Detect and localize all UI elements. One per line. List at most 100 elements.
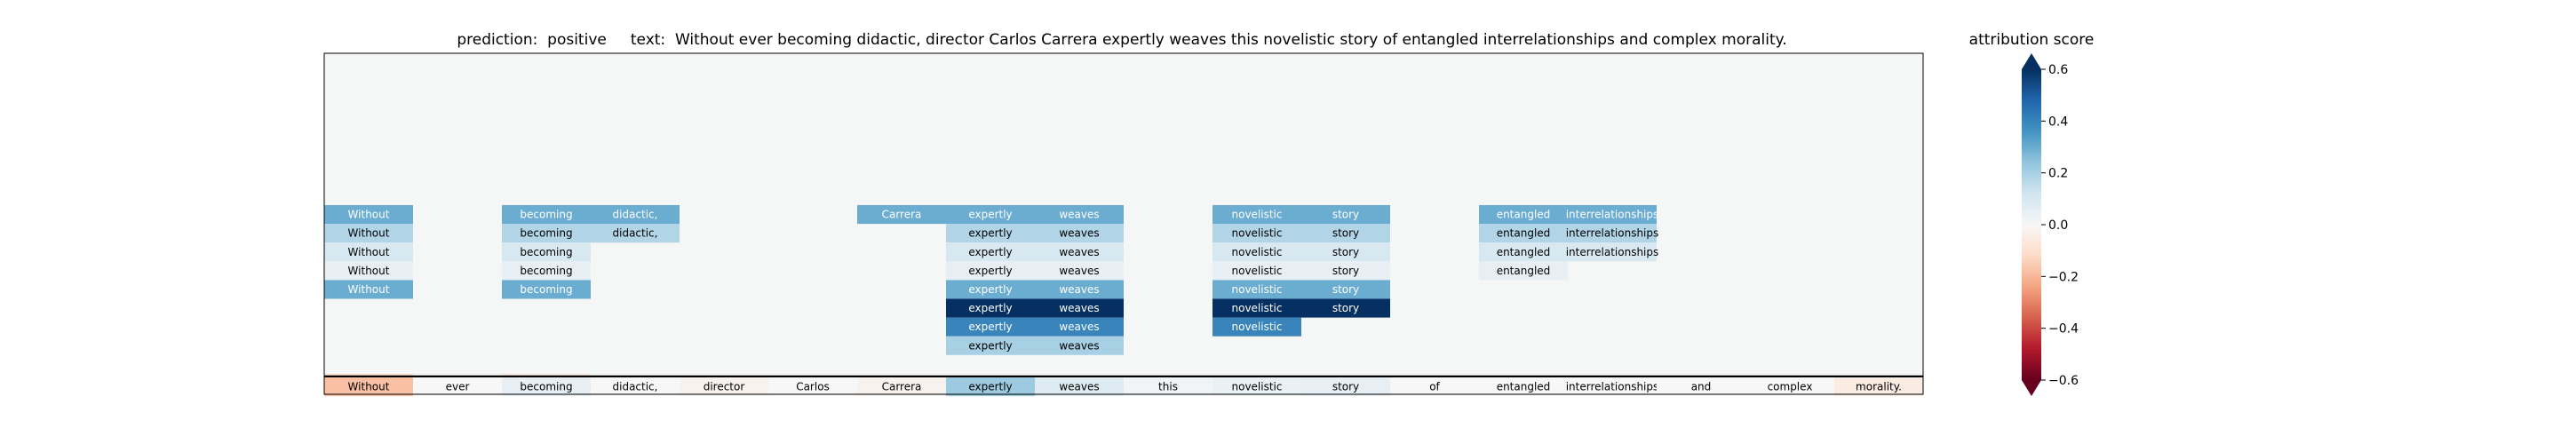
attribution-row-2-cell (1568, 242, 1657, 262)
attribution-row-0-label: Carrera (882, 209, 922, 221)
attribution-row-5-cell (1301, 298, 1390, 318)
colorbar-segment (2022, 377, 2041, 381)
colorbar-segment (2022, 102, 2041, 107)
colorbar-segment (2022, 318, 2041, 321)
attribution-row-1-label: didactic, (613, 227, 658, 240)
attribution-row-2-cell (1212, 242, 1301, 262)
colorbar-segment (2022, 110, 2041, 115)
attribution-row-1-cell (1301, 224, 1390, 243)
colorbar-segment (2022, 248, 2041, 251)
colorbar-tick-label: 0.4 (2048, 115, 2068, 129)
attribution-row-6-label: weaves (1059, 321, 1099, 333)
attribution-row-3-label: expertly (968, 265, 1012, 277)
attribution-row-5-label: expertly (968, 302, 1012, 314)
colorbar-extend-min (2022, 380, 2041, 396)
colorbar-segment (2022, 217, 2041, 220)
input-token-cell (413, 377, 502, 397)
colorbar-segment (2022, 279, 2041, 282)
attribution-row-7-label: expertly (968, 339, 1012, 352)
colorbar-segment (2022, 133, 2041, 138)
colorbar-segment (2022, 219, 2041, 223)
attribution-row-0-label: entangled (1497, 209, 1551, 221)
colorbar-segment (2022, 98, 2041, 101)
colorbar-segment (2022, 281, 2041, 285)
attribution-row-1-cell (1035, 224, 1124, 243)
input-token-label: of (1429, 381, 1440, 393)
attribution-row-0-cell (1301, 205, 1390, 225)
attribution-row-0-cell (1035, 205, 1124, 225)
colorbar-segment (2022, 155, 2041, 158)
colorbar-segment (2022, 69, 2041, 73)
attribution-row-0-cell (502, 205, 591, 225)
colorbar-segment (2022, 167, 2041, 171)
attribution-row-6-label: expertly (968, 321, 1012, 333)
attribution-row-2-cell (1301, 242, 1390, 262)
colorbar-segment (2022, 268, 2041, 273)
input-token-label: complex (1768, 381, 1813, 393)
attribution-row-0-cell (857, 205, 946, 225)
colorbar-segment (2022, 351, 2041, 355)
attribution-row-1-cell (1479, 224, 1568, 243)
colorbar-segment (2022, 79, 2041, 83)
attribution-row-0-cell (1568, 205, 1657, 225)
colorbar-segment (2022, 82, 2041, 86)
colorbar-segment (2022, 157, 2041, 161)
colorbar-segment (2022, 118, 2041, 122)
attribution-row-6-cell (1035, 317, 1124, 337)
colorbar-segment (2022, 163, 2041, 166)
attribution-row-4-cell (946, 280, 1035, 299)
attribution-row-2-label: interrelationships (1566, 246, 1659, 258)
attribution-row-1-label: becoming (520, 227, 572, 240)
colorbar-segment (2022, 84, 2041, 89)
colorbar-label: attribution score (1969, 31, 2095, 49)
input-token-cell (1390, 377, 1479, 397)
attribution-row-3-cell (502, 261, 591, 281)
attribution-row-6-label: novelistic (1232, 321, 1283, 333)
colorbar-segment (2022, 237, 2041, 242)
colorbar-segment (2022, 206, 2041, 210)
colorbar-segment (2022, 367, 2041, 370)
input-token-label: entangled (1497, 381, 1551, 393)
input-token-label: and (1691, 381, 1712, 393)
colorbar-segment (2022, 147, 2041, 151)
attribution-row-3-cell (1479, 261, 1568, 281)
input-token-label: Carlos (796, 381, 830, 393)
colorbar-segment (2022, 201, 2041, 205)
colorbar-segment (2022, 188, 2041, 192)
colorbar-segment (2022, 105, 2041, 109)
input-token-cell (1124, 377, 1212, 397)
colorbar-segment (2022, 375, 2041, 378)
colorbar-segment (2022, 284, 2041, 288)
attribution-row-1-label: weaves (1059, 227, 1099, 240)
input-token-cell (324, 377, 413, 397)
attribution-row-1-label: expertly (968, 227, 1012, 240)
colorbar-segment (2022, 336, 2041, 339)
attribution-row-6-cell (946, 317, 1035, 337)
colorbar-segment (2022, 263, 2041, 267)
colorbar-segment (2022, 245, 2041, 249)
input-token-cell (1035, 377, 1124, 397)
attribution-row-5-label: story (1332, 302, 1359, 314)
colorbar-segment (2022, 144, 2041, 148)
colorbar-segment (2022, 353, 2041, 358)
colorbar-segment (2022, 315, 2041, 319)
colorbar-segment (2022, 294, 2041, 298)
attribution-row-1-cell (1212, 224, 1301, 243)
colorbar-segment (2022, 344, 2041, 347)
input-token-cell (1212, 377, 1301, 397)
input-token-label: ever (446, 381, 470, 393)
colorbar-segment (2022, 369, 2041, 373)
attribution-row-3-label: becoming (520, 265, 572, 277)
colorbar-segment (2022, 232, 2041, 236)
colorbar-segment (2022, 330, 2041, 335)
colorbar-segment (2022, 141, 2041, 146)
attribution-row-3-cell (946, 261, 1035, 281)
colorbar-segment (2022, 364, 2041, 369)
colorbar-segment (2022, 152, 2041, 155)
colorbar-segment (2022, 229, 2041, 234)
colorbar-segment (2022, 307, 2041, 311)
input-text-label: text: Without ever becoming didactic, di… (631, 31, 1787, 49)
colorbar-segment (2022, 214, 2041, 218)
input-token-label: Carrera (882, 381, 922, 393)
